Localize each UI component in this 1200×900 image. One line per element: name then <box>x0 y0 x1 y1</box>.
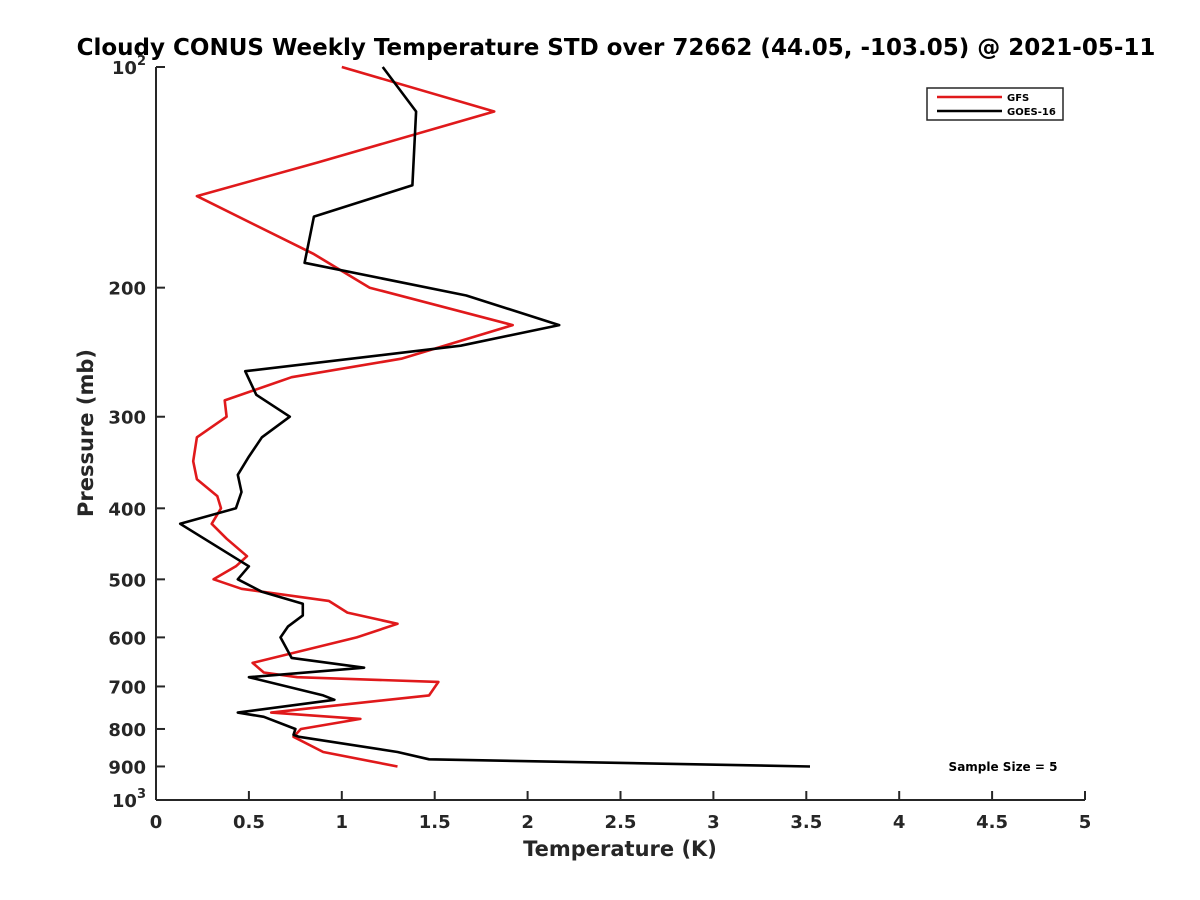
y-tick-label: 700 <box>108 677 146 698</box>
y-tick-label: 102 <box>112 54 146 79</box>
x-tick-label: 3 <box>707 812 720 833</box>
y-tick-base: 400 <box>108 499 146 520</box>
y-tick-base: 900 <box>108 757 146 778</box>
y-tick-base: 10 <box>112 791 137 812</box>
x-tick-label: 5 <box>1079 812 1092 833</box>
legend: GFS GOES-16 <box>926 87 1064 121</box>
y-tick-base: 10 <box>112 58 137 79</box>
y-tick-base: 300 <box>108 408 146 429</box>
x-tick-label: 4.5 <box>976 812 1008 833</box>
y-tick-label: 600 <box>108 628 146 649</box>
x-axis-title: Temperature (K) <box>523 837 717 861</box>
y-tick-label: 900 <box>108 757 146 778</box>
x-tick-label: 3.5 <box>790 812 822 833</box>
x-tick-label: 1 <box>336 812 349 833</box>
y-tick-exponent: 3 <box>137 787 146 802</box>
chart-title: Cloudy CONUS Weekly Temperature STD over… <box>77 35 1156 61</box>
y-tick-label: 200 <box>108 279 146 300</box>
y-tick-label: 400 <box>108 499 146 520</box>
y-tick-exponent: 2 <box>137 54 146 69</box>
x-tick-label: 4 <box>893 812 906 833</box>
series-line-gfs <box>191 65 515 768</box>
x-axis-ticks: 0 0.5 1 1.5 2 2.5 3 3.5 4 4.5 5 <box>150 791 1092 833</box>
y-tick-label: 800 <box>108 720 146 741</box>
y-axis-title: Pressure (mb) <box>74 349 98 517</box>
y-tick-base: 500 <box>108 570 146 591</box>
y-tick-base: 700 <box>108 677 146 698</box>
series-lines <box>178 65 811 768</box>
x-tick-label: 1.5 <box>419 812 451 833</box>
legend-label: GFS <box>1007 93 1029 104</box>
y-tick-base: 800 <box>108 720 146 741</box>
sample-size-annotation: Sample Size = 5 <box>949 760 1058 774</box>
y-tick-base: 600 <box>108 628 146 649</box>
y-tick-label: 103 <box>112 787 146 812</box>
x-tick-label: 0.5 <box>233 812 265 833</box>
series-line-goes-16 <box>178 66 811 768</box>
y-tick-label: 300 <box>108 408 146 429</box>
y-tick-base: 200 <box>108 279 146 300</box>
legend-box <box>926 87 1064 121</box>
legend-label: GOES-16 <box>1007 107 1056 118</box>
x-tick-label: 2.5 <box>605 812 637 833</box>
x-tick-label: 0 <box>150 812 163 833</box>
x-tick-label: 2 <box>521 812 534 833</box>
y-tick-label: 500 <box>108 570 146 591</box>
